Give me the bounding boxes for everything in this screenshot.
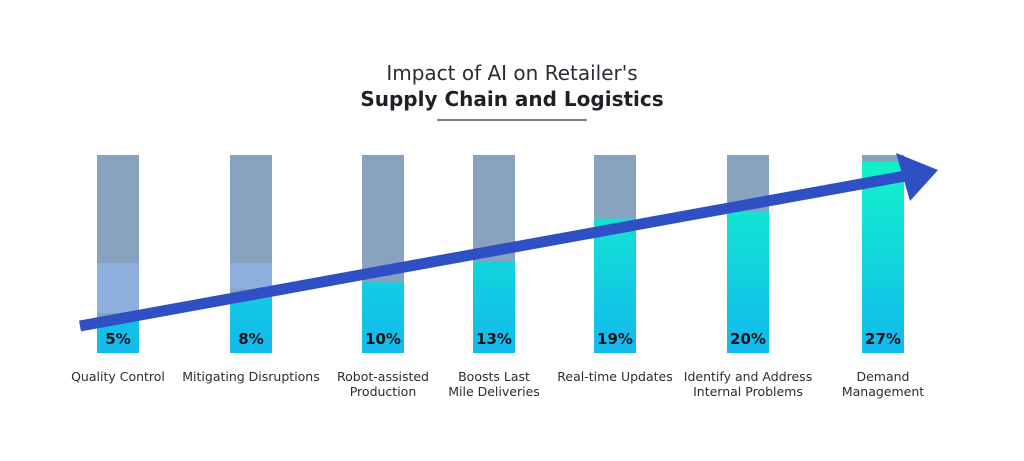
bar-5 xyxy=(594,155,636,353)
arrow-head xyxy=(896,153,938,201)
category-label: Real-time Updates xyxy=(557,369,672,384)
bar-fill xyxy=(362,282,404,353)
category-label: Boosts Last Mile Deliveries xyxy=(448,369,540,399)
bar-highlight xyxy=(97,263,139,314)
value-label: 20% xyxy=(730,330,766,348)
bar-7 xyxy=(862,155,904,353)
bar-6 xyxy=(727,155,769,353)
bars xyxy=(97,155,904,353)
value-label: 19% xyxy=(597,330,633,348)
chart-title: Impact of AI on Retailer's xyxy=(386,61,637,85)
arrow-shaft xyxy=(79,170,906,332)
value-label: 13% xyxy=(476,330,512,348)
value-label: 8% xyxy=(238,330,263,348)
value-label: 5% xyxy=(105,330,130,348)
chart-subtitle: Supply Chain and Logistics xyxy=(360,87,663,111)
category-label: Identify and Address Internal Problems xyxy=(684,369,812,399)
bar-fill xyxy=(862,162,904,353)
value-label: 10% xyxy=(365,330,401,348)
value-label: 27% xyxy=(865,330,901,348)
category-labels: Quality Control Mitigating Disruptions Rob… xyxy=(71,369,924,399)
category-label: Quality Control xyxy=(71,369,165,384)
bar-fill xyxy=(473,261,515,353)
trend-arrow xyxy=(79,153,938,332)
category-label: Robot-assisted Production xyxy=(337,369,429,399)
bar-2 xyxy=(230,155,272,353)
value-labels: 5% 8% 10% 13% 19% 20% 27% xyxy=(105,330,901,348)
bar-fill xyxy=(727,211,769,353)
bar-fill xyxy=(594,218,636,353)
bar-3 xyxy=(362,155,404,353)
category-label: Mitigating Disruptions xyxy=(182,369,320,384)
category-label: Demand Management xyxy=(842,369,924,399)
bar-highlight xyxy=(230,263,272,289)
bar-fill xyxy=(230,296,272,353)
